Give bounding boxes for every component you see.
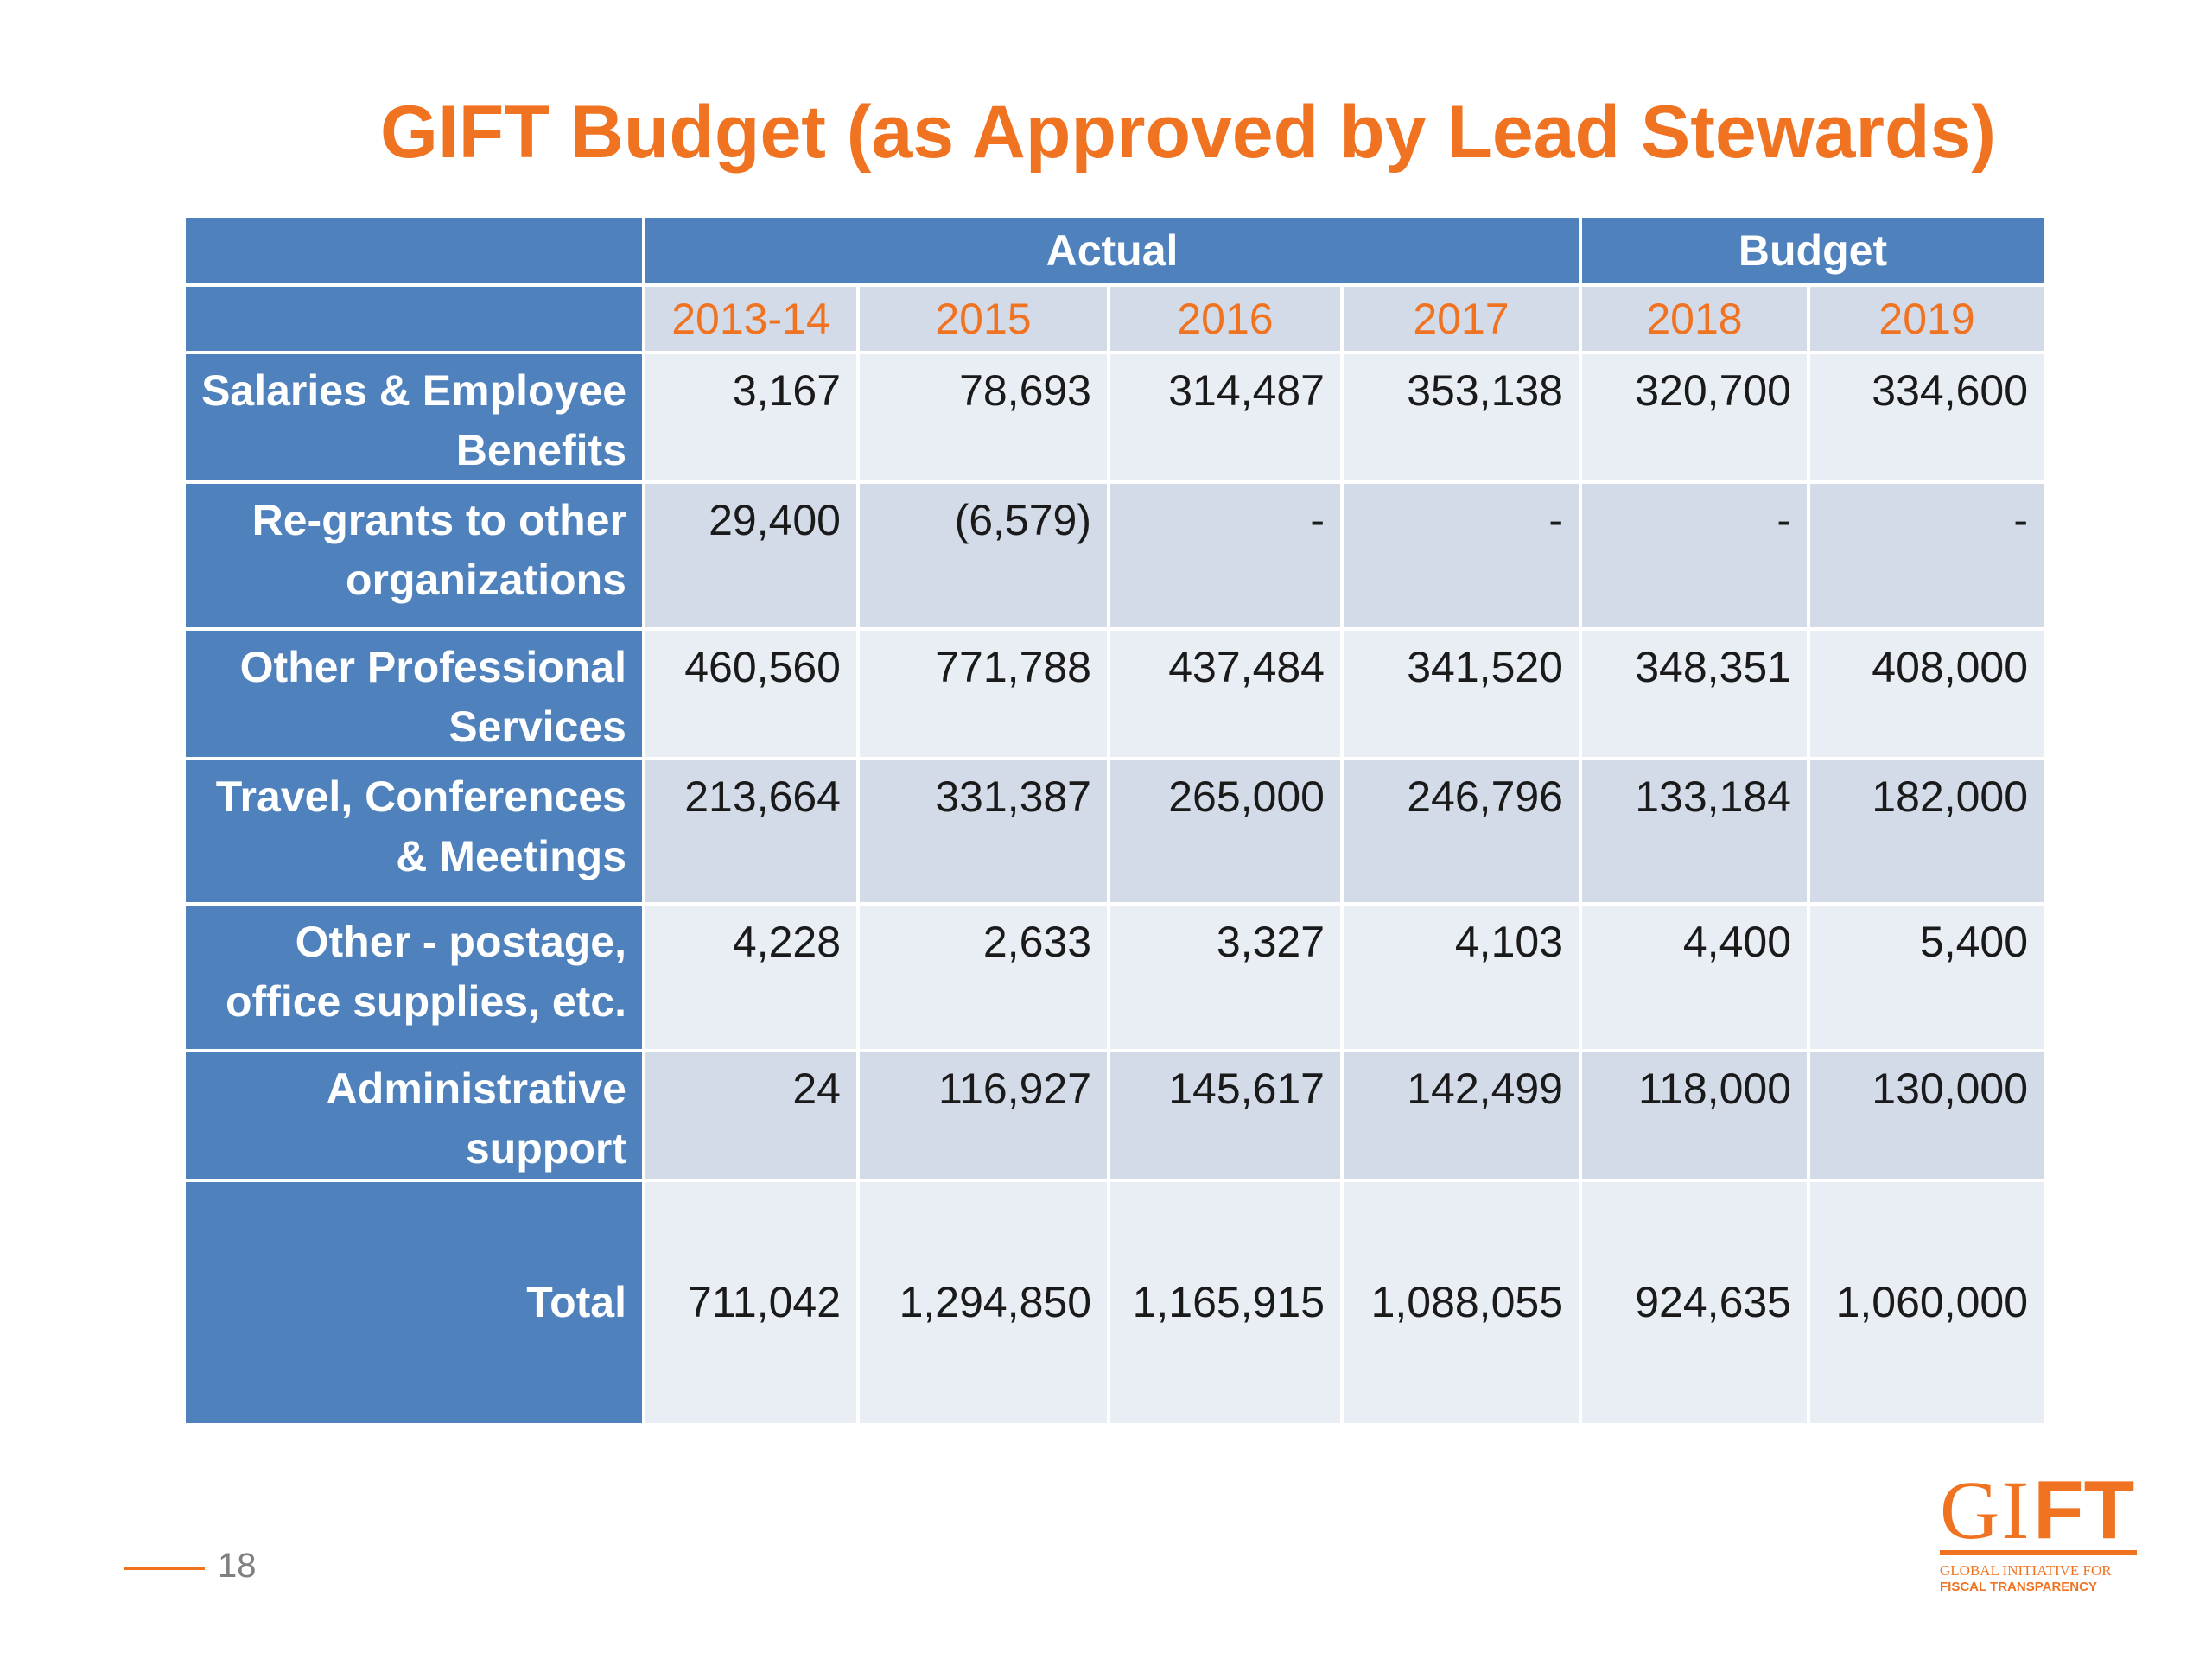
value-cell: 3,167 xyxy=(642,351,860,484)
actual-group-header: Actual xyxy=(642,214,1582,287)
value-cell: - xyxy=(1806,480,2048,631)
value-cell: 5,400 xyxy=(1806,902,2048,1052)
value-cell: 320,700 xyxy=(1579,351,1810,484)
logo-tagline-2: FISCAL TRANSPARENCY xyxy=(1940,1580,2097,1594)
table-row: Salaries & Employee Benefits 3,167 78,69… xyxy=(182,351,2048,484)
value-cell: 353,138 xyxy=(1340,351,1582,484)
value-cell: 437,484 xyxy=(1107,627,1344,760)
value-cell: - xyxy=(1340,480,1582,631)
group-header-row: Actual Budget xyxy=(182,214,2048,287)
value-cell: 460,560 xyxy=(642,627,860,760)
total-row: Total 711,042 1,294,850 1,165,915 1,088,… xyxy=(182,1179,2048,1427)
value-cell: 118,000 xyxy=(1579,1049,1810,1182)
value-cell: 246,796 xyxy=(1340,757,1582,906)
value-cell: 341,520 xyxy=(1340,627,1582,760)
table-row: Other Professional Services 460,560 771,… xyxy=(182,627,2048,760)
value-cell: 265,000 xyxy=(1107,757,1344,906)
value-cell: 130,000 xyxy=(1806,1049,2048,1182)
total-value-cell: 924,635 xyxy=(1579,1179,1810,1427)
value-cell: 771,788 xyxy=(856,627,1110,760)
table-row: Travel, Conferences & Meetings 213,664 3… xyxy=(182,757,2048,906)
logo-mark-gi: GI xyxy=(1940,1464,2031,1556)
table-row: Administrative support 24 116,927 145,61… xyxy=(182,1049,2048,1182)
value-cell: 314,487 xyxy=(1107,351,1344,484)
year-header: 2016 xyxy=(1107,283,1344,354)
slide-title: GIFT Budget (as Approved by Lead Steward… xyxy=(380,91,1996,174)
year-header: 2019 xyxy=(1806,283,2048,354)
value-cell: 4,400 xyxy=(1579,902,1810,1052)
total-value-cell: 711,042 xyxy=(642,1179,860,1427)
value-cell: 24 xyxy=(642,1049,860,1182)
budget-table: Actual Budget 2013-14 2015 2016 2017 201… xyxy=(182,214,2048,1427)
budget-group-header: Budget xyxy=(1578,214,2048,287)
value-cell: 116,927 xyxy=(856,1049,1110,1182)
header-corner-cell xyxy=(182,214,645,287)
total-label: Total xyxy=(182,1179,645,1427)
value-cell: 334,600 xyxy=(1806,351,2048,484)
year-header-row: 2013-14 2015 2016 2017 2018 2019 xyxy=(182,283,2048,354)
value-cell: 182,000 xyxy=(1806,757,2048,906)
year-header: 2013-14 xyxy=(642,283,860,354)
footer-divider xyxy=(124,1567,205,1570)
value-cell: 348,351 xyxy=(1579,627,1810,760)
value-cell: 145,617 xyxy=(1107,1049,1344,1182)
value-cell: 133,184 xyxy=(1579,757,1810,906)
year-header: 2015 xyxy=(856,283,1110,354)
value-cell: 408,000 xyxy=(1806,627,2048,760)
row-label: Other - postage, office supplies, etc. xyxy=(182,902,645,1052)
total-value-cell: 1,060,000 xyxy=(1806,1179,2048,1427)
value-cell: (6,579) xyxy=(856,480,1110,631)
value-cell: 29,400 xyxy=(642,480,860,631)
value-cell: - xyxy=(1579,480,1810,631)
year-header: 2018 xyxy=(1579,283,1810,354)
row-label: Re-grants to other organizations xyxy=(182,480,645,631)
row-label: Salaries & Employee Benefits xyxy=(182,351,645,484)
page-number: 18 xyxy=(218,1547,257,1585)
year-header-corner-cell xyxy=(182,283,645,354)
logo-underline xyxy=(1940,1550,2137,1555)
total-value-cell: 1,165,915 xyxy=(1107,1179,1344,1427)
total-value-cell: 1,294,850 xyxy=(856,1179,1110,1427)
row-label: Other Professional Services xyxy=(182,627,645,760)
value-cell: - xyxy=(1107,480,1344,631)
year-header: 2017 xyxy=(1340,283,1582,354)
value-cell: 3,327 xyxy=(1107,902,1344,1052)
value-cell: 4,103 xyxy=(1340,902,1582,1052)
value-cell: 331,387 xyxy=(856,757,1110,906)
value-cell: 142,499 xyxy=(1340,1049,1582,1182)
value-cell: 2,633 xyxy=(856,902,1110,1052)
table-row: Other - postage, office supplies, etc. 4… xyxy=(182,902,2048,1052)
row-label: Travel, Conferences & Meetings xyxy=(182,757,645,906)
logo-tagline-1: GLOBAL INITIATIVE FOR xyxy=(1940,1562,2112,1579)
row-label: Administrative support xyxy=(182,1049,645,1182)
table-row: Re-grants to other organizations 29,400 … xyxy=(182,480,2048,631)
gift-logo: GI FT GLOBAL INITIATIVE FOR FISCAL TRANS… xyxy=(1940,1469,2139,1599)
value-cell: 213,664 xyxy=(642,757,860,906)
logo-mark-ft: FT xyxy=(2033,1464,2135,1556)
total-value-cell: 1,088,055 xyxy=(1340,1179,1582,1427)
value-cell: 78,693 xyxy=(856,351,1110,484)
value-cell: 4,228 xyxy=(642,902,860,1052)
